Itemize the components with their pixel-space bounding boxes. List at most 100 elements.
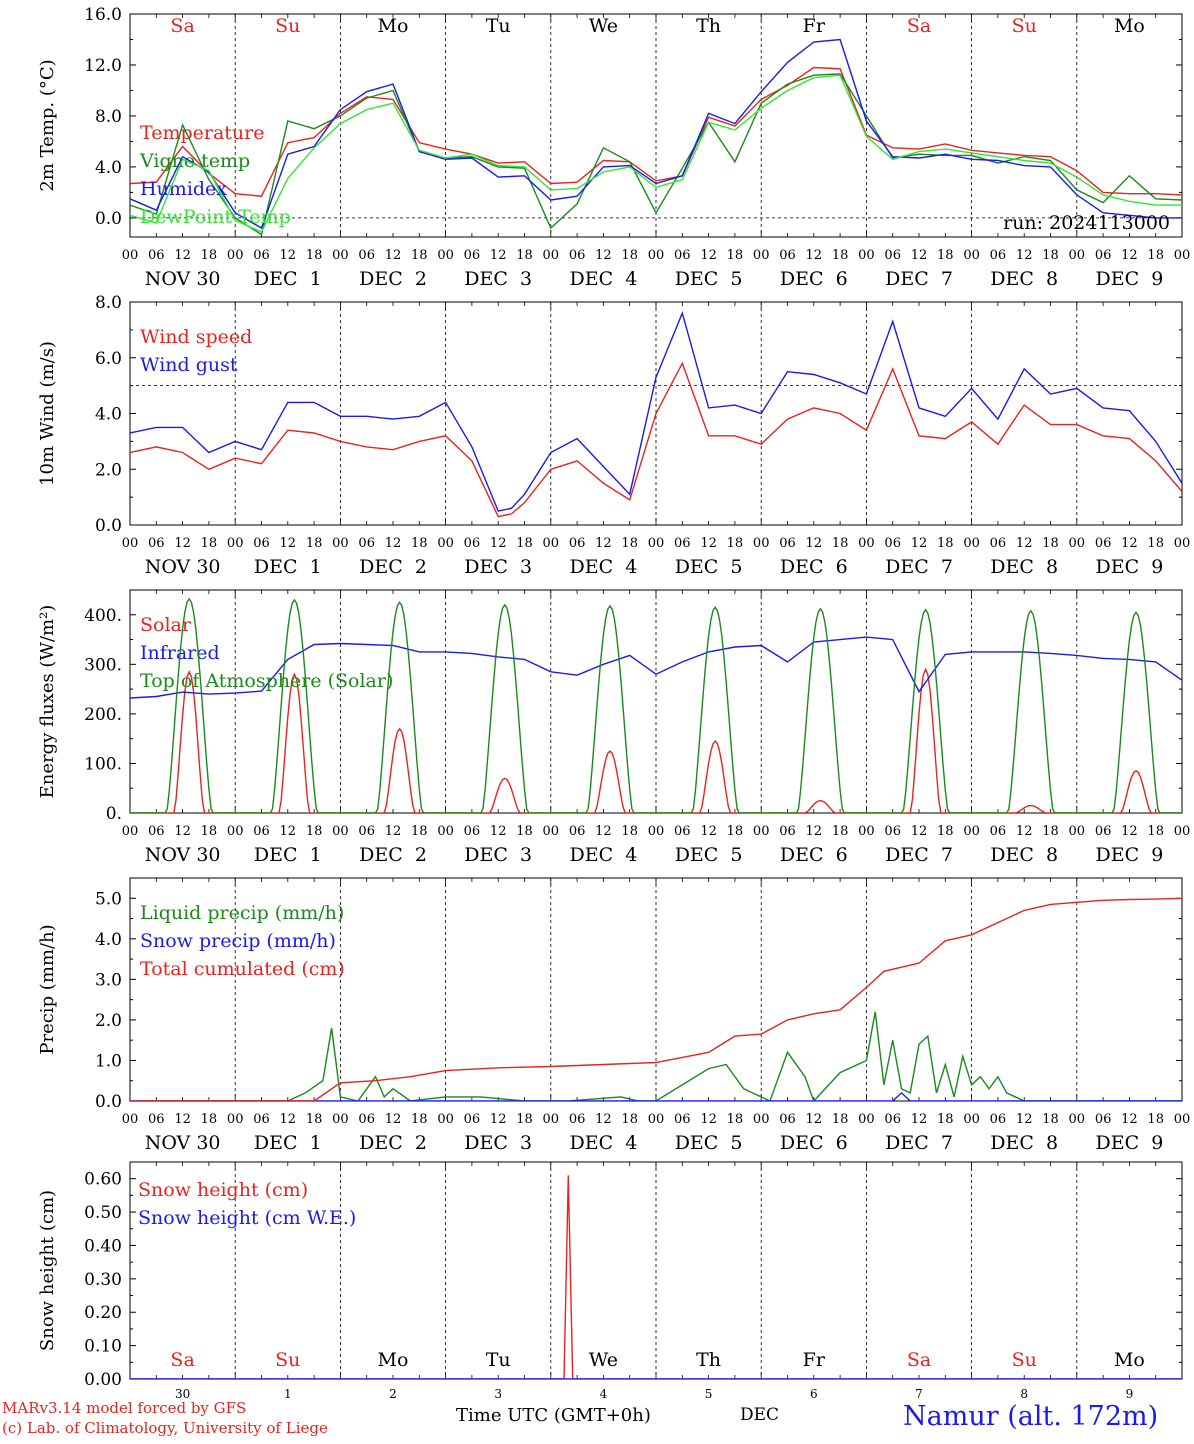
precip-hour-label: 00 xyxy=(332,1112,349,1127)
snow-legend-1: Snow height (cm W.E.) xyxy=(138,1207,356,1229)
day-name-top: Su xyxy=(275,15,300,37)
panel-snow: 0.00 0.10 0.20 0.30 0.40 0.50 0.60 Snow height … xyxy=(37,1161,1183,1390)
day-name-bottom: Tu xyxy=(486,1349,511,1371)
energy-hour-label: 00 xyxy=(543,824,560,839)
snow-y-tick-label: 0.30 xyxy=(84,1270,122,1290)
energy-hour-label: 00 xyxy=(753,824,770,839)
precip-legend-2: Total cumulated (cm) xyxy=(140,958,345,980)
wind-date-label: NOV 30 xyxy=(145,556,221,578)
wind-hour-label: 06 xyxy=(569,536,586,551)
temp-date-label: DEC 6 xyxy=(780,268,848,290)
energy-hour-label: 12 xyxy=(174,824,191,839)
energy-date-label: DEC 8 xyxy=(990,844,1058,866)
day-name-top: We xyxy=(589,15,618,37)
precip-legend-1: Snow precip (mm/h) xyxy=(140,930,336,952)
panel-energy: 0. 100. 200. 300. 400. Energy fluxes (W/m²) So… xyxy=(37,589,1190,866)
wind-hour-label: 18 xyxy=(1042,536,1059,551)
wind-hour-label: 12 xyxy=(174,536,191,551)
energy-hour-label: 06 xyxy=(884,824,901,839)
wind-hour-label: 18 xyxy=(621,536,638,551)
energy-y-tick-label: 400. xyxy=(84,606,122,626)
temp-hour-label: 12 xyxy=(1121,248,1138,263)
temp-hour-label: 12 xyxy=(1016,248,1033,263)
precip-hour-label: 18 xyxy=(201,1112,218,1127)
day-name-bottom: Sa xyxy=(907,1349,931,1371)
day-number: 9 xyxy=(1126,1387,1134,1401)
energy-hour-label: 06 xyxy=(358,824,375,839)
precip-hour-label: 18 xyxy=(1042,1112,1059,1127)
day-number: 1 xyxy=(284,1387,292,1401)
wind-date-label: DEC 8 xyxy=(990,556,1058,578)
energy-y-tick-label: 200. xyxy=(84,705,122,725)
wind-hour-label: 12 xyxy=(806,536,823,551)
day-name-top: Tu xyxy=(486,15,511,37)
temp-legend-2: Humidex xyxy=(140,178,227,200)
precip-hour-label: 06 xyxy=(884,1112,901,1127)
energy-date-label: DEC 1 xyxy=(254,844,322,866)
wind-date-label: DEC 6 xyxy=(780,556,848,578)
precip-hour-label: 06 xyxy=(779,1112,796,1127)
day-name-top: Sa xyxy=(170,15,194,37)
precip-hour-label: 12 xyxy=(385,1112,402,1127)
precip-hour-label: 06 xyxy=(990,1112,1007,1127)
precip-hour-label: 00 xyxy=(858,1112,875,1127)
snow-y-tick-label: 0.50 xyxy=(84,1203,122,1223)
wind-hour-label: 00 xyxy=(1069,536,1086,551)
energy-date-label: DEC 2 xyxy=(359,844,427,866)
precip-date-label: NOV 30 xyxy=(145,1132,221,1154)
precip-y-tick-label: 2.0 xyxy=(95,1011,122,1031)
precip-y-tick-label: 5.0 xyxy=(95,889,122,909)
wind-hour-label: 00 xyxy=(963,536,980,551)
day-name-top: Th xyxy=(696,15,721,37)
wind-date-label: DEC 2 xyxy=(359,556,427,578)
temp-hour-label: 12 xyxy=(174,248,191,263)
precip-hour-label: 00 xyxy=(437,1112,454,1127)
precip-y-tick-label: 1.0 xyxy=(95,1051,122,1071)
precip-hour-label: 00 xyxy=(753,1112,770,1127)
precip-hour-label: 12 xyxy=(280,1112,297,1127)
precip-hour-label: 12 xyxy=(911,1112,928,1127)
temp-frame xyxy=(129,13,1183,238)
wind-hour-label: 06 xyxy=(464,536,481,551)
snow-y-axis-label: Snow height (cm) xyxy=(37,1190,58,1351)
energy-hour-label: 06 xyxy=(990,824,1007,839)
day-name-bottom: Mo xyxy=(1114,1349,1145,1371)
wind-hour-label: 06 xyxy=(148,536,165,551)
temp-y-tick-label: 12.0 xyxy=(84,56,122,76)
wind-hour-label: 12 xyxy=(280,536,297,551)
temp-hour-label: 00 xyxy=(332,248,349,263)
precip-hour-label: 12 xyxy=(1016,1112,1033,1127)
energy-hour-label: 00 xyxy=(122,824,139,839)
snow-series-0 xyxy=(130,1175,1182,1379)
energy-hour-label: 12 xyxy=(1121,824,1138,839)
temp-hour-label: 12 xyxy=(385,248,402,263)
wind-hour-label: 12 xyxy=(911,536,928,551)
temp-hour-label: 12 xyxy=(700,248,717,263)
temp-hour-label: 06 xyxy=(884,248,901,263)
wind-hour-label: 00 xyxy=(227,536,244,551)
energy-y-tick-label: 100. xyxy=(84,754,122,774)
temp-series-1 xyxy=(130,73,1182,236)
energy-legend-2: Top of Atmosphere (Solar) xyxy=(140,670,393,692)
precip-hour-label: 12 xyxy=(595,1112,612,1127)
energy-hour-label: 12 xyxy=(385,824,402,839)
energy-hour-label: 18 xyxy=(621,824,638,839)
energy-hour-label: 06 xyxy=(148,824,165,839)
wind-hour-label: 06 xyxy=(358,536,375,551)
temp-hour-label: 18 xyxy=(1147,248,1164,263)
day-number: 6 xyxy=(810,1387,818,1401)
wind-hour-label: 18 xyxy=(201,536,218,551)
energy-hour-label: 06 xyxy=(464,824,481,839)
wind-hour-label: 18 xyxy=(516,536,533,551)
precip-hour-label: 18 xyxy=(937,1112,954,1127)
snow-y-tick-label: 0.40 xyxy=(84,1236,122,1256)
wind-series-1 xyxy=(130,310,1182,512)
wind-hour-label: 18 xyxy=(306,536,323,551)
day-name-top: Fr xyxy=(803,15,826,37)
panel-wind: 0.0 2.0 4.0 6.0 8.0 10m Wind (m/s) Wind speed W… xyxy=(37,293,1190,578)
wind-series-0 xyxy=(130,361,1182,518)
wind-hour-label: 18 xyxy=(832,536,849,551)
temp-hour-label: 00 xyxy=(963,248,980,263)
day-name-bottom: Mo xyxy=(378,1349,409,1371)
